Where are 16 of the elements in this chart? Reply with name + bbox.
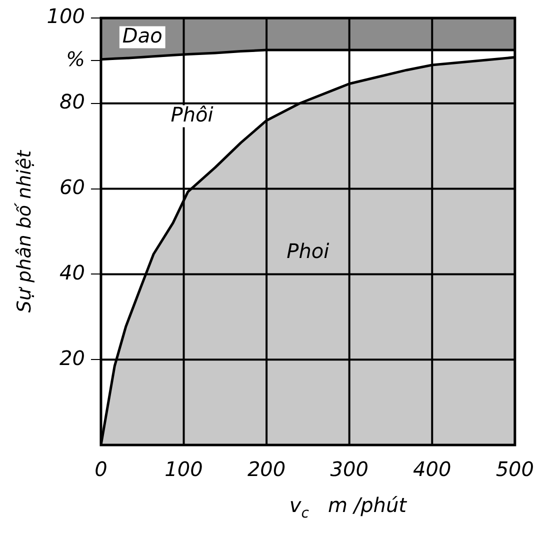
series-label: Phoi bbox=[286, 239, 330, 264]
y-tick-label: % bbox=[66, 46, 85, 71]
y-tick-label: 100 bbox=[46, 4, 85, 28]
x-tick-label: 300 bbox=[330, 457, 368, 482]
y-tick-label: 40 bbox=[60, 260, 85, 284]
series-label: Phôi bbox=[170, 102, 214, 126]
series-label: Dao bbox=[122, 23, 162, 48]
y-axis-title: Sự phân bố nhiệt bbox=[13, 148, 36, 313]
y-tick-label: 20 bbox=[60, 346, 85, 370]
x-tick-label: 500 bbox=[496, 457, 534, 482]
x-tick-label: 200 bbox=[247, 457, 286, 482]
x-tick-label: 100 bbox=[164, 457, 203, 482]
y-tick-label: 80 bbox=[60, 90, 85, 114]
y-tick-label: 60 bbox=[60, 175, 85, 200]
x-tick-label: 0 bbox=[94, 457, 108, 482]
x-tick-label: 400 bbox=[413, 457, 452, 482]
